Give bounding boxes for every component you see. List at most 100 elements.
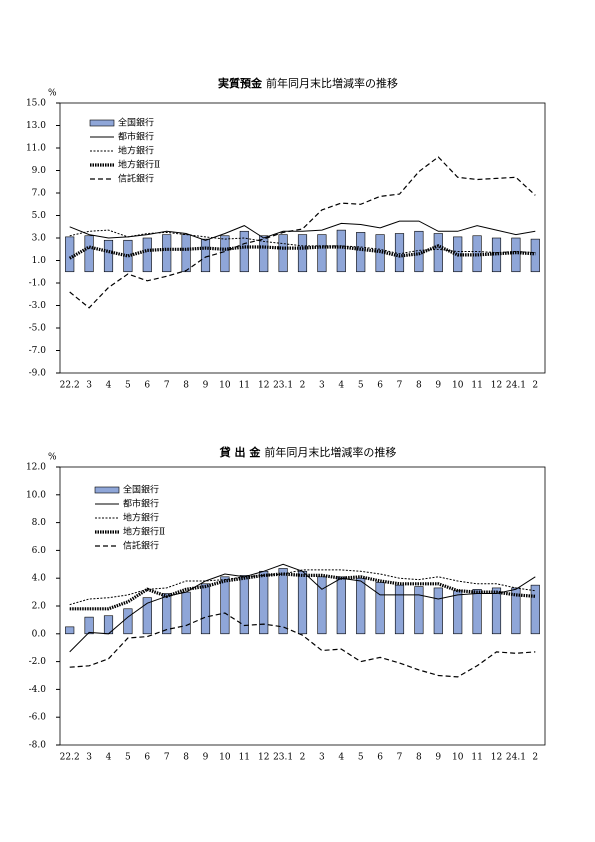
y-tick-label: 9.0 [32,166,47,176]
series-line [69,569,536,606]
bar [259,235,269,273]
legend-label: 全国銀行 [123,484,159,496]
x-tick-label: 5 [358,753,364,763]
y-tick-label: 10.0 [26,490,46,500]
x-tick-label: 12 [258,381,269,391]
x-tick-label: 6 [144,753,150,763]
bar [511,237,521,273]
x-tick-label: 10 [452,753,464,763]
x-tick-label: 4 [106,381,112,391]
chart-subtitle: 前年同月末比増減率の推移 [266,76,398,90]
x-tick-label: 7 [164,381,170,391]
bar [317,576,327,635]
x-tick-label: 24.1 [506,753,526,763]
bar [65,626,75,635]
x-tick-label: 3 [319,753,325,763]
series-line [69,229,536,255]
x-tick-label: 22.2 [60,753,80,763]
series-line [69,563,536,653]
bar [239,230,249,273]
y-tick-label: 11.0 [26,144,46,154]
y-unit: % [48,89,57,99]
x-tick-label: 6 [377,753,383,763]
x-tick-label: 4 [338,753,344,763]
y-tick-label: 1.0 [32,256,47,266]
bar [65,236,75,273]
x-tick-label: 12 [491,381,502,391]
y-tick-label: 8.0 [32,518,47,528]
y-tick-label: 3.0 [32,234,47,244]
bar [162,593,172,635]
bar [472,589,482,635]
x-tick-label: 12 [491,753,502,763]
bar [356,232,366,273]
bar [433,233,443,273]
x-tick-label: 23.1 [273,381,293,391]
legend-label: 地方銀行Ⅱ [118,159,160,171]
x-tick-label: 2 [300,753,306,763]
y-tick-label: -9.0 [29,369,47,379]
bar [84,616,94,635]
bar [84,235,94,273]
bar [433,587,443,635]
bar [453,590,463,635]
bar [123,608,133,635]
legend-label: 全国銀行 [118,117,154,129]
y-tick-label: 6.0 [32,546,47,556]
chart-title-main: 実質預金 [218,76,263,90]
y-unit: % [48,453,57,463]
x-tick-label: 4 [106,753,112,763]
legend-label: 信託銀行 [123,540,159,552]
bar [142,237,152,273]
bar [356,577,366,635]
y-tick-label: -2.0 [29,657,47,667]
x-tick-label: 8 [416,381,422,391]
bar [142,597,152,635]
bar [200,583,211,635]
bar [200,238,211,273]
series-line [69,220,536,241]
x-tick-label: 24.1 [506,381,526,391]
bar [530,584,540,635]
x-tick-label: 11 [471,381,482,391]
bar [103,239,114,273]
y-tick-label: -1.0 [29,279,47,289]
y-tick-label: 2.0 [32,602,47,612]
x-tick-label: 12 [258,753,269,763]
y-tick-label: 7.0 [32,189,47,199]
y-tick-label: -4.0 [29,685,47,695]
bar [336,229,346,273]
plot-frame [59,466,546,746]
chart-subtitle: 前年同月末比増減率の推移 [264,445,396,459]
x-tick-label: 4 [338,381,344,391]
x-tick-label: 2 [532,381,538,391]
bar [414,586,424,635]
series-line [68,244,536,260]
legend-swatch [94,486,120,494]
chart-title-main: 貸 出 金 [219,445,262,459]
bar [278,234,288,273]
x-tick-label: 10 [452,381,464,391]
bar [220,235,230,273]
legend-label: 地方銀行Ⅱ [123,526,165,538]
chart-title: 貸 出 金前年同月末比増減率の推移 [219,445,397,459]
x-tick-label: 11 [239,381,250,391]
plot-frame [59,102,546,374]
y-tick-label: -6.0 [29,713,47,723]
x-tick-label: 9 [435,381,441,391]
x-tick-label: 6 [144,381,150,391]
x-tick-label: 8 [183,753,189,763]
y-tick-label: -5.0 [29,324,47,334]
x-tick-label: 9 [203,381,209,391]
bar [317,234,327,273]
y-tick-label: 0.0 [32,629,47,639]
bar [530,238,540,273]
y-tick-label: -7.0 [29,346,47,356]
y-tick-label: 5.0 [32,211,47,221]
x-tick-label: 8 [416,753,422,763]
legend-label: 信託銀行 [118,173,154,185]
legend-label: 地方銀行 [123,512,159,524]
y-tick-label: 13.0 [26,121,46,131]
x-tick-label: 9 [435,753,441,763]
bar [278,568,288,635]
